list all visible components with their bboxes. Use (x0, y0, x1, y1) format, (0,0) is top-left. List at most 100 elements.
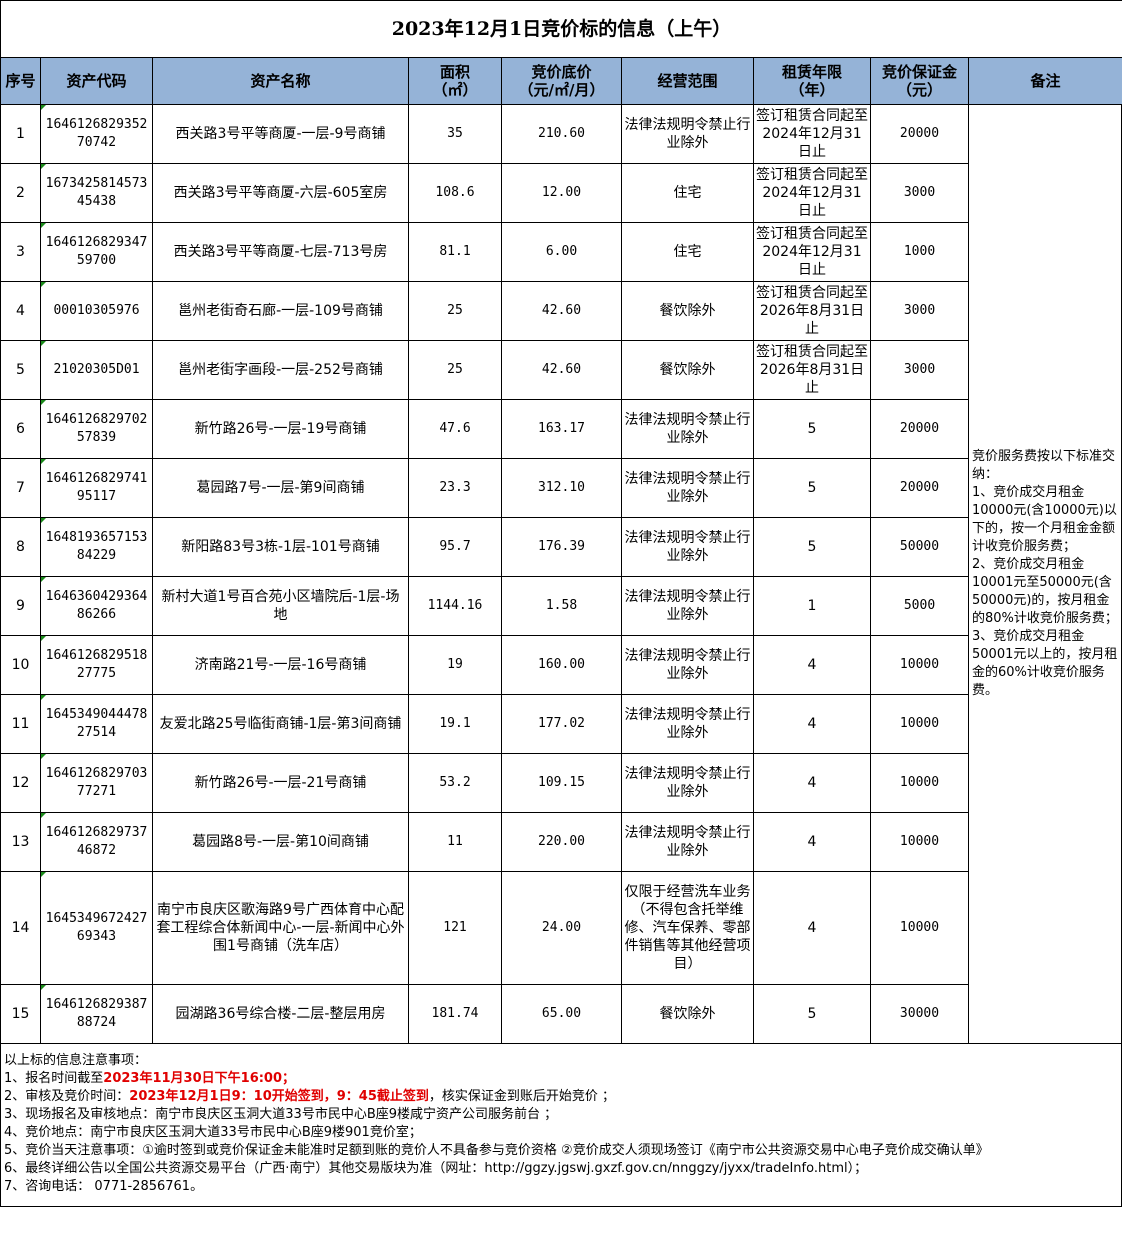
business-scope-cell: 法律法规明令禁止行业除外 (621, 458, 754, 518)
index-cell: 4 (0, 281, 41, 341)
lease-term-cell: 4 (753, 694, 871, 754)
deposit-cell: 20000 (870, 104, 969, 164)
area-cell: 19.1 (408, 694, 502, 754)
area-cell: 108.6 (408, 163, 502, 223)
table-row: 7 164612682974195117 葛园路7号-一层-第9间商铺 23.3 312… (0, 458, 1122, 518)
header-col-remarks: 备注 (967, 57, 1122, 105)
asset-code-cell: 00010305976 (40, 281, 153, 341)
area-cell: 35 (408, 104, 502, 164)
header-col-lease-term: 租赁年限 （年） (753, 57, 871, 105)
lease-term-cell: 签订租赁合同起至2024年12月31日止 (753, 104, 871, 164)
note-line: 7、咨询电话： 0771-2856761。 (4, 1178, 1118, 1196)
bid-info-sheet: 2023年12月1日竞价标的信息（上午） 序号 资产代码 资产名称 面积 （㎡） 竞价底价… (0, 0, 1122, 1207)
asset-code-cell: 164612682935270742 (40, 104, 153, 164)
remarks-cell: 竞价服务费按以下标准交纳： 1、竞价成交月租金10000元(含10000元)以下的… (967, 104, 1122, 1044)
lease-term-cell: 5 (753, 984, 871, 1044)
note-line: 1、报名时间截至2023年11月30日下午16:00； (4, 1070, 1118, 1088)
area-cell: 25 (408, 281, 502, 341)
business-scope-cell: 法律法规明令禁止行业除外 (621, 399, 754, 459)
notes-heading: 以上标的信息注意事项： (4, 1053, 148, 1068)
table-row: 6 164612682970257839 新竹路26号-一层-19号商铺 47.6 16… (0, 399, 1122, 459)
table-row: 9 164636042936486266 新村大道1号百合苑小区墙院后-1层-场地 1… (0, 576, 1122, 636)
business-scope-cell: 法律法规明令禁止行业除外 (621, 694, 754, 754)
deposit-cell: 3000 (870, 163, 969, 223)
deposit-cell: 5000 (870, 576, 969, 636)
base-price-cell: 1.58 (501, 576, 622, 636)
asset-code-cell: 164612682938788724 (40, 984, 153, 1044)
deposit-cell: 3000 (870, 281, 969, 341)
deposit-cell: 1000 (870, 222, 969, 282)
asset-name-cell: 园湖路36号综合楼-二层-整层用房 (152, 984, 409, 1044)
table-row: 8 164819365715384229 新阳路83号3栋-1层-101号商铺 95.… (0, 517, 1122, 577)
business-scope-cell: 法律法规明令禁止行业除外 (621, 104, 754, 164)
table-row: 12 164612682970377271 新竹路26号-一层-21号商铺 53.2 1… (0, 753, 1122, 813)
asset-code-cell: 164612682974195117 (40, 458, 153, 518)
note-text: 6、最终详细公告以全国公共资源交易平台（广西·南宁）其他交易版块为准（网址：ht… (4, 1161, 868, 1176)
index-cell: 2 (0, 163, 41, 223)
asset-name-cell: 西关路3号平等商厦-七层-713号房 (152, 222, 409, 282)
business-scope-cell: 仅限于经营洗车业务（不得包含托举维修、汽车保养、零部件销售等其他经营项目） (621, 871, 754, 985)
header-col-business-scope: 经营范围 (621, 57, 754, 105)
deposit-cell: 10000 (870, 694, 969, 754)
business-scope-cell: 法律法规明令禁止行业除外 (621, 753, 754, 813)
business-scope-cell: 餐饮除外 (621, 281, 754, 341)
asset-code-cell: 164534904447827514 (40, 694, 153, 754)
deposit-cell: 10000 (870, 812, 969, 872)
asset-code-cell: 167342581457345438 (40, 163, 153, 223)
note-text: 7、咨询电话： 0771-2856761。 (4, 1179, 204, 1194)
highlighted-text: 2023年12月1日9：10开始签到，9：45截止签到 (129, 1089, 429, 1104)
area-cell: 23.3 (408, 458, 502, 518)
base-price-cell: 312.10 (501, 458, 622, 518)
business-scope-cell: 法律法规明令禁止行业除外 (621, 812, 754, 872)
asset-code-cell: 164612682970377271 (40, 753, 153, 813)
table-row: 15 164612682938788724 园湖路36号综合楼-二层-整层用房 181… (0, 984, 1122, 1044)
index-cell: 9 (0, 576, 41, 636)
index-cell: 10 (0, 635, 41, 695)
asset-name-cell: 邕州老街字画段-一层-252号商铺 (152, 340, 409, 400)
asset-code-cell: 164534967242769343 (40, 871, 153, 985)
asset-code-cell: 164612682934759700 (40, 222, 153, 282)
asset-code-cell: 164819365715384229 (40, 517, 153, 577)
area-cell: 25 (408, 340, 502, 400)
index-cell: 8 (0, 517, 41, 577)
base-price-cell: 220.00 (501, 812, 622, 872)
business-scope-cell: 餐饮除外 (621, 984, 754, 1044)
index-cell: 13 (0, 812, 41, 872)
area-cell: 1144.16 (408, 576, 502, 636)
table-row: 11 164534904447827514 友爱北路25号临街商铺-1层-第3间商铺… (0, 694, 1122, 754)
deposit-cell: 50000 (870, 517, 969, 577)
asset-name-cell: 济南路21号-一层-16号商铺 (152, 635, 409, 695)
header-col-asset-code: 资产代码 (40, 57, 153, 105)
base-price-cell: 42.60 (501, 340, 622, 400)
base-price-cell: 177.02 (501, 694, 622, 754)
base-price-cell: 163.17 (501, 399, 622, 459)
index-cell: 7 (0, 458, 41, 518)
base-price-cell: 109.15 (501, 753, 622, 813)
header-col-deposit: 竞价保证金 （元） (870, 57, 969, 105)
note-text: 1、报名时间截至 (4, 1071, 104, 1086)
area-cell: 181.74 (408, 984, 502, 1044)
asset-code-cell: 21020305D01 (40, 340, 153, 400)
note-text: ，核实保证金到账后开始竞价 ； (428, 1089, 616, 1104)
lease-term-cell: 5 (753, 458, 871, 518)
business-scope-cell: 法律法规明令禁止行业除外 (621, 635, 754, 695)
header-col-asset-name: 资产名称 (152, 57, 409, 105)
asset-code-cell: 164612682970257839 (40, 399, 153, 459)
note-line: 5、竞价当天注意事项：①逾时签到或竞价保证金未能准时足额到账的竞价人不具备参与竞… (4, 1142, 1118, 1160)
area-cell: 53.2 (408, 753, 502, 813)
deposit-cell: 3000 (870, 340, 969, 400)
sheet-title: 2023年12月1日竞价标的信息（上午） (0, 1, 1122, 58)
note-text: 5、竞价当天注意事项：①逾时签到或竞价保证金未能准时足额到账的竞价人不具备参与竞… (4, 1143, 989, 1158)
lease-term-cell: 4 (753, 753, 871, 813)
index-cell: 3 (0, 222, 41, 282)
business-scope-cell: 法律法规明令禁止行业除外 (621, 517, 754, 577)
base-price-cell: 65.00 (501, 984, 622, 1044)
highlighted-text: 2023年11月30日下午16:00； (103, 1071, 296, 1086)
business-scope-cell: 住宅 (621, 222, 754, 282)
index-cell: 11 (0, 694, 41, 754)
lease-term-cell: 1 (753, 576, 871, 636)
table-row: 3 164612682934759700 西关路3号平等商厦-七层-713号房 81.… (0, 222, 1122, 282)
index-cell: 12 (0, 753, 41, 813)
bid-table: 2023年12月1日竞价标的信息（上午） 序号 资产代码 资产名称 面积 （㎡） 竞价底价… (0, 1, 1122, 1044)
asset-name-cell: 西关路3号平等商厦-一层-9号商铺 (152, 104, 409, 164)
